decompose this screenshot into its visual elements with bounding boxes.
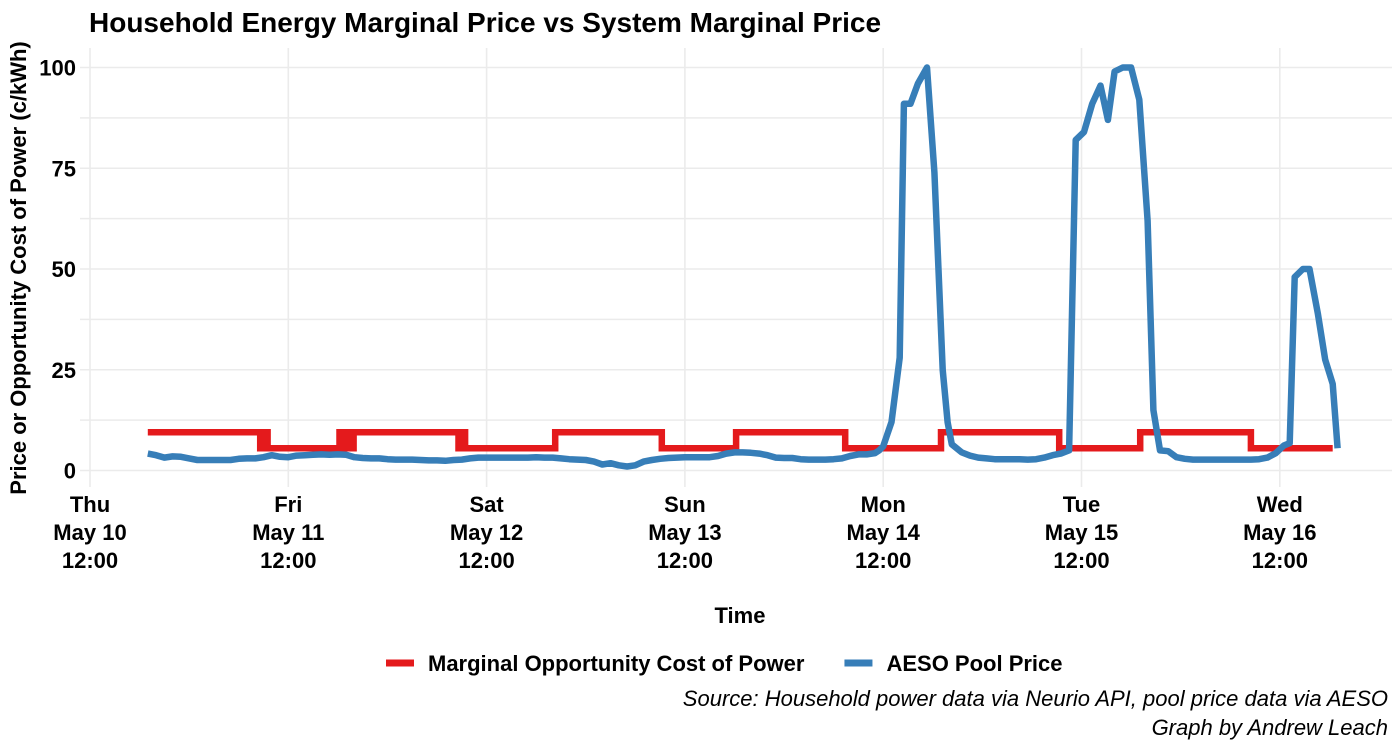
y-tick-label: 0: [64, 459, 76, 484]
legend-label-marginal-opportunity-cost: Marginal Opportunity Cost of Power: [428, 651, 805, 676]
y-tick-label: 100: [39, 56, 76, 81]
y-axis-ticks: 0 25 50 75 100: [39, 56, 76, 484]
x-tick-label: Wed May 16 12:00: [1243, 492, 1316, 573]
series-line-marginal-opportunity-cost: [147, 428, 1333, 452]
legend-label-aeso-pool-price: AESO Pool Price: [886, 651, 1062, 676]
x-tick-label: Sun May 13 12:00: [648, 492, 721, 573]
plot-area: [147, 64, 1341, 470]
source-caption: Source: Household power data via Neurio …: [683, 686, 1388, 711]
y-tick-label: 25: [52, 358, 76, 383]
x-tick-label: Mon May 14 12:00: [847, 492, 921, 573]
chart-title: Household Energy Marginal Price vs Syste…: [89, 7, 881, 38]
x-axis-title: Time: [715, 603, 766, 628]
series-line-aeso-pool-price: [147, 64, 1341, 470]
x-axis-ticks: Thu May 10 12:00 Fri May 11 12:00 Sat May 12 12:…: [53, 492, 1316, 573]
x-tick-label: Thu May 10 12:00: [53, 492, 126, 573]
x-tick-label: Tue May 15 12:00: [1045, 492, 1118, 573]
y-tick-label: 75: [52, 156, 76, 181]
credit-caption: Graph by Andrew Leach: [1152, 715, 1388, 740]
grid-lines: [80, 48, 1392, 487]
x-tick-label: Sat May 12 12:00: [450, 492, 523, 573]
legend: Marginal Opportunity Cost of Power AESO P…: [386, 651, 1063, 676]
x-tick-label: Fri May 11 12:00: [252, 492, 324, 573]
y-axis-title: Price or Opportunity Cost of Power (c/kW…: [6, 41, 31, 494]
y-tick-label: 50: [52, 257, 76, 282]
